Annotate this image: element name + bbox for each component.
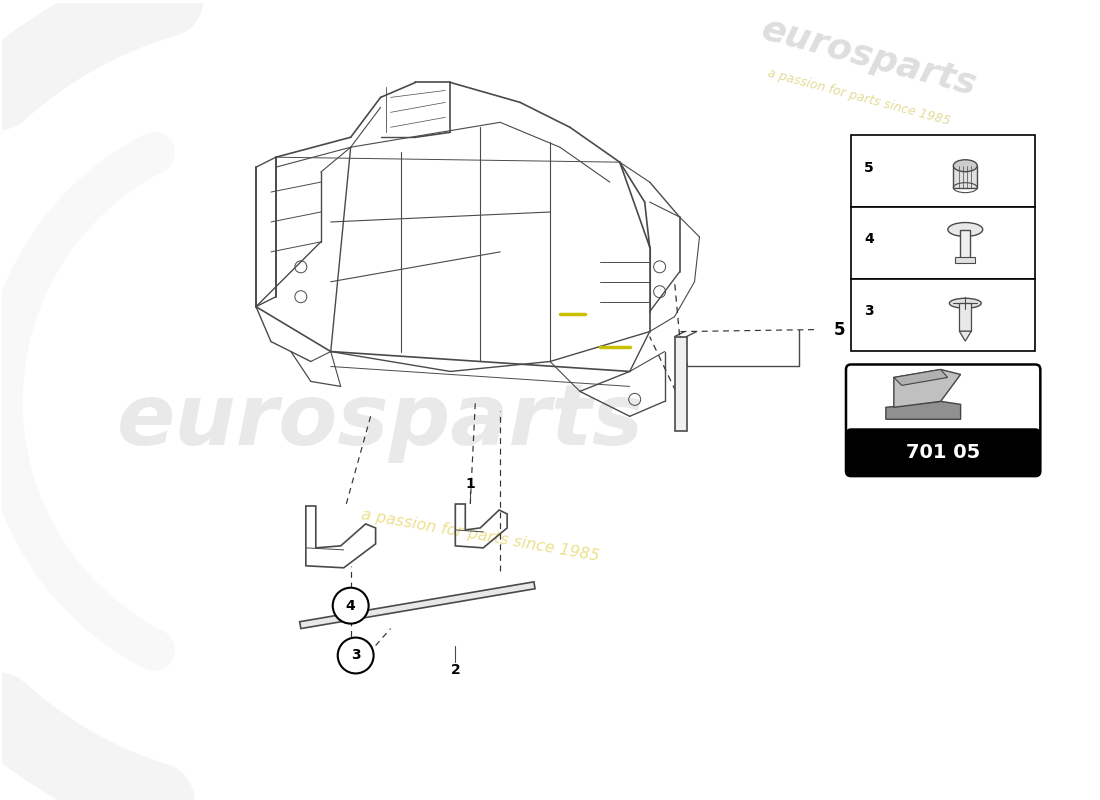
- Bar: [959, 303, 971, 331]
- Text: 701 05: 701 05: [906, 442, 980, 462]
- Ellipse shape: [954, 160, 977, 172]
- Ellipse shape: [949, 298, 981, 308]
- Circle shape: [332, 588, 368, 624]
- Polygon shape: [959, 331, 971, 341]
- Bar: [674, 337, 686, 431]
- Bar: [954, 166, 977, 188]
- Text: a passion for parts since 1985: a passion for parts since 1985: [766, 66, 952, 128]
- Ellipse shape: [948, 222, 982, 237]
- Text: eurosparts: eurosparts: [117, 380, 645, 462]
- FancyBboxPatch shape: [846, 428, 1041, 476]
- Text: eurosparts: eurosparts: [758, 13, 980, 102]
- Text: 5: 5: [834, 321, 845, 338]
- Bar: [851, 278, 1035, 350]
- Text: 4: 4: [864, 232, 873, 246]
- Bar: [955, 258, 976, 263]
- Bar: [851, 135, 1035, 207]
- Polygon shape: [299, 582, 535, 629]
- Text: 5: 5: [864, 161, 873, 174]
- Circle shape: [338, 638, 374, 674]
- Polygon shape: [894, 370, 947, 386]
- Bar: [851, 434, 1035, 451]
- Polygon shape: [894, 370, 960, 407]
- Text: 4: 4: [345, 598, 355, 613]
- Text: 3: 3: [351, 649, 361, 662]
- Bar: [960, 230, 970, 262]
- Text: 3: 3: [865, 304, 873, 318]
- Text: 1: 1: [465, 477, 475, 491]
- FancyBboxPatch shape: [846, 365, 1041, 476]
- Bar: [851, 207, 1035, 278]
- Text: a passion for parts since 1985: a passion for parts since 1985: [360, 507, 601, 564]
- Text: 2: 2: [450, 663, 460, 678]
- Polygon shape: [886, 402, 960, 419]
